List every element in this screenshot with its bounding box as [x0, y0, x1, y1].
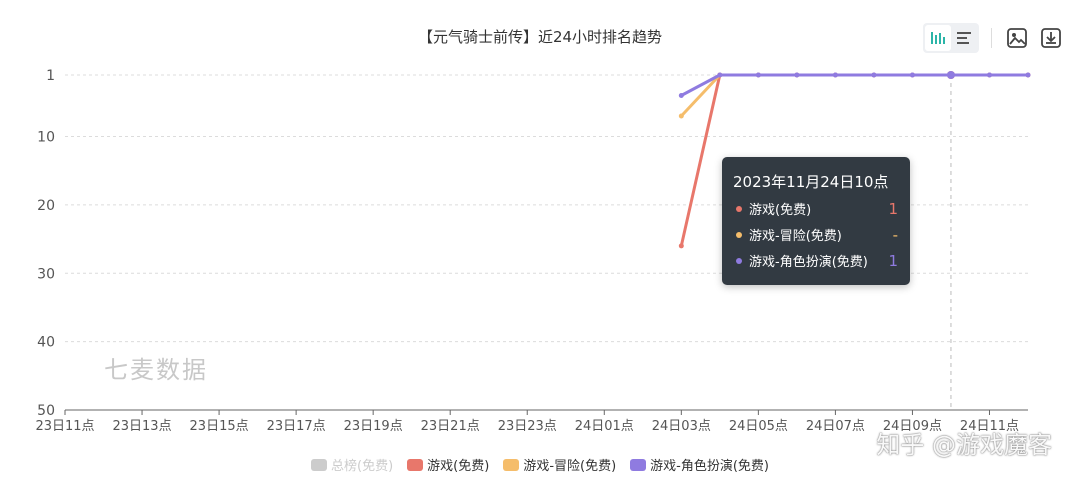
data-point	[678, 243, 684, 249]
tooltip-title: 2023年11月24日10点	[733, 173, 889, 191]
tooltip-series-name: 游戏-冒险(免费)	[749, 229, 842, 244]
data-point	[794, 72, 800, 78]
data-point	[678, 113, 684, 119]
tooltip-series-dot	[736, 231, 742, 238]
legend-swatch	[407, 458, 424, 471]
legend-item[interactable]: 游戏-角色扮演(免费)	[630, 455, 769, 474]
data-point	[871, 72, 877, 78]
toolbar-divider	[991, 28, 992, 48]
y-tick-label: 50	[37, 403, 55, 419]
tooltip-series-dot	[736, 205, 742, 212]
y-tick-label: 20	[37, 198, 55, 214]
x-tick-label: 23日15点	[190, 419, 249, 434]
list-icon[interactable]	[951, 25, 977, 51]
chart-toolbar	[923, 22, 1064, 54]
legend-swatch	[503, 458, 520, 471]
legend-item[interactable]: 游戏-冒险(免费)	[503, 455, 616, 474]
x-tick-label: 23日21点	[421, 419, 480, 434]
tooltip-series-value: -	[892, 225, 898, 244]
tooltip-row: 游戏(免费) 1	[736, 199, 898, 218]
y-tick-label: 30	[37, 266, 55, 282]
data-point	[717, 72, 723, 78]
tooltip-row: 游戏-冒险(免费) -	[736, 225, 898, 244]
legend-item[interactable]: 总榜(免费)	[311, 455, 393, 474]
image-icon[interactable]	[1004, 25, 1030, 51]
watermark: 七麦数据	[104, 356, 208, 384]
x-tick-label: 23日13点	[112, 419, 171, 434]
tooltip-series-value: 1	[888, 199, 898, 218]
tooltip-series-name: 游戏(免费)	[749, 203, 812, 218]
data-point	[946, 71, 955, 79]
download-icon[interactable]	[1038, 25, 1064, 51]
y-tick-label: 1	[46, 68, 55, 84]
x-tick-label: 23日19点	[344, 419, 403, 434]
x-tick-label: 23日11点	[35, 419, 94, 434]
tooltip-series-dot	[736, 257, 742, 264]
x-tick-label: 24日09点	[883, 419, 942, 434]
y-tick-label: 40	[37, 335, 55, 351]
legend-item[interactable]: 游戏(免费)	[407, 455, 489, 474]
tooltip-row: 游戏-角色扮演(免费) 1	[736, 251, 898, 270]
series-line	[680, 73, 1028, 97]
x-tick-label: 24日03点	[652, 419, 711, 434]
x-tick-label: 23日23点	[498, 419, 557, 434]
x-tick-label: 24日05点	[729, 419, 788, 434]
data-point	[909, 72, 915, 78]
y-tick-label: 10	[37, 130, 55, 146]
legend-label: 总榜(免费)	[331, 459, 394, 474]
tooltip-series-name: 游戏-角色扮演(免费)	[749, 255, 868, 270]
x-tick-label: 24日01点	[575, 419, 634, 434]
data-point	[1025, 72, 1031, 78]
chart-tooltip: 2023年11月24日10点 游戏(免费) 1 游戏-冒险(免费) - 游戏-角色扮演(…	[722, 157, 910, 285]
source-watermark: 知乎 @游戏魔客	[876, 431, 1052, 459]
legend-swatch	[630, 458, 647, 471]
tooltip-series-value: 1	[888, 251, 898, 270]
legend-label: 游戏(免费)	[427, 459, 490, 474]
x-tick-label: 24日07点	[806, 419, 865, 434]
data-point	[986, 72, 992, 78]
data-point	[832, 72, 838, 78]
data-point	[678, 93, 684, 99]
view-toggle-group	[923, 23, 979, 53]
legend-label: 游戏-冒险(免费)	[523, 459, 617, 474]
chart-legend: 总榜(免费) 游戏(免费) 游戏-冒险(免费) 游戏-角色扮演(免费)	[0, 455, 1080, 474]
legend-swatch	[311, 458, 327, 471]
x-tick-label: 24日11点	[960, 419, 1019, 434]
x-tick-label: 23日17点	[267, 419, 326, 434]
legend-label: 游戏-角色扮演(免费)	[650, 459, 769, 474]
series-line	[680, 73, 721, 118]
data-point	[755, 72, 761, 78]
bar-chart-icon[interactable]	[925, 25, 951, 51]
chart-title: 【元气骑士前传】近24小时排名趋势	[417, 28, 663, 46]
